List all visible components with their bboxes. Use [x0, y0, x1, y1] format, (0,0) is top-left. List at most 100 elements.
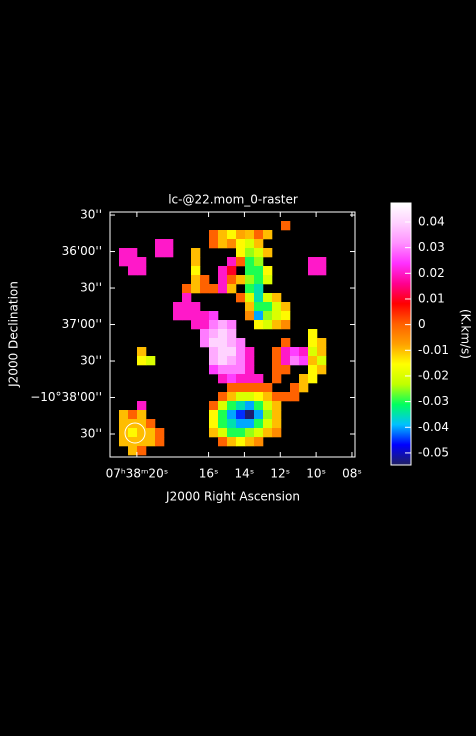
pixel: [200, 284, 210, 294]
pixel: [272, 347, 282, 357]
pixel: [245, 356, 255, 366]
pixel: [227, 338, 237, 348]
x-tick-label: 10ˢ: [306, 467, 326, 481]
pixel: [254, 374, 264, 384]
pixel: [227, 356, 237, 366]
pixel: [317, 257, 327, 267]
pixel: [218, 275, 228, 285]
pixel: [281, 320, 291, 330]
pixel: [209, 320, 219, 330]
pixel: [290, 356, 300, 366]
pixel: [290, 383, 300, 393]
pixel: [227, 401, 237, 411]
pixel: [227, 230, 237, 240]
pixel: [209, 401, 219, 411]
pixel: [227, 275, 237, 285]
colorbar-tick-label: 0.04: [418, 214, 445, 228]
y-tick-label: 30'': [80, 354, 102, 368]
pixel: [236, 428, 246, 438]
pixel: [245, 347, 255, 357]
x-tick-label: 12ˢ: [270, 467, 290, 481]
pixel: [272, 428, 282, 438]
colorbar-tick-label: -0.03: [418, 394, 449, 408]
pixel: [272, 293, 282, 303]
pixel: [281, 356, 291, 366]
pixel: [218, 230, 228, 240]
colorbar-tick-label: -0.05: [418, 445, 449, 459]
y-tick-label: 36'00'': [62, 244, 102, 258]
pixel: [236, 230, 246, 240]
pixel: [227, 257, 237, 267]
pixel: [164, 248, 174, 258]
pixel: [119, 437, 129, 447]
pixel: [236, 410, 246, 420]
pixel: [245, 374, 255, 384]
pixel: [299, 356, 309, 366]
pixel: [272, 401, 282, 411]
pixel: [272, 374, 282, 384]
pixel: [191, 302, 201, 312]
pixel: [236, 401, 246, 411]
pixel: [263, 383, 273, 393]
pixel: [155, 428, 165, 438]
pixel: [128, 437, 138, 447]
pixel: [290, 392, 300, 402]
pixel: [272, 410, 282, 420]
pixel: [227, 392, 237, 402]
pixel: [236, 257, 246, 267]
pixel: [137, 446, 147, 456]
colorbar-tick-label: -0.01: [418, 343, 449, 357]
pixel: [209, 410, 219, 420]
pixel: [254, 284, 264, 294]
y-tick-label: 30'': [80, 281, 102, 295]
pixel: [308, 338, 318, 348]
pixel: [290, 347, 300, 357]
pixel: [254, 410, 264, 420]
pixel: [236, 374, 246, 384]
pixel: [317, 338, 327, 348]
chart-title: lc-@22.mom_0-raster: [168, 193, 298, 207]
pixel: [218, 365, 228, 375]
pixel: [317, 347, 327, 357]
pixel: [191, 311, 201, 321]
pixel: [119, 419, 129, 429]
pixel: [263, 230, 273, 240]
x-axis-label: J2000 Right Ascension: [165, 490, 300, 504]
pixel: [254, 275, 264, 285]
pixel: [281, 311, 291, 321]
colorbar-tick-label: -0.04: [418, 420, 449, 434]
pixel: [200, 329, 210, 339]
y-tick-label: 30'': [80, 427, 102, 441]
pixel: [218, 437, 228, 447]
pixel: [272, 419, 282, 429]
pixel: [209, 365, 219, 375]
pixel: [137, 437, 147, 447]
x-tick-label: 14ˢ: [235, 467, 255, 481]
pixel: [272, 320, 282, 330]
pixel: [146, 428, 156, 438]
y-axis-label: J2000 Declination: [7, 281, 21, 388]
pixel: [200, 338, 210, 348]
pixel: [245, 419, 255, 429]
colorbar-label: (K.km/s): [459, 309, 473, 359]
x-tick-label: 08ˢ: [342, 467, 362, 481]
pixel: [254, 293, 264, 303]
pixel: [245, 302, 255, 312]
pixel: [218, 347, 228, 357]
pixel: [218, 374, 228, 384]
pixel: [155, 437, 165, 447]
pixel: [209, 284, 219, 294]
pixel: [254, 437, 264, 447]
pixel: [245, 437, 255, 447]
pixel: [245, 239, 255, 249]
pixel: [227, 419, 237, 429]
pixel: [308, 356, 318, 366]
pixel: [317, 356, 327, 366]
pixel: [236, 293, 246, 303]
pixel: [263, 392, 273, 402]
pixel: [209, 338, 219, 348]
pixel: [155, 248, 165, 258]
pixel: [209, 419, 219, 429]
pixel: [227, 428, 237, 438]
